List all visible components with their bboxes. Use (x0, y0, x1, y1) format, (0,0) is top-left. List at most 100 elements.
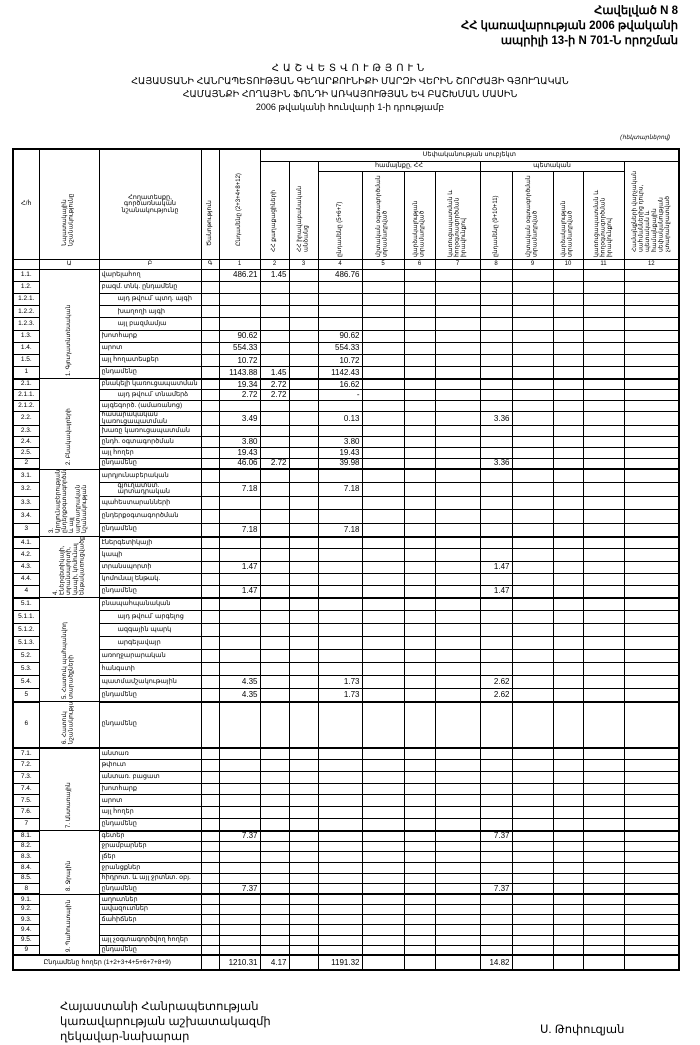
value-c3 (288, 354, 319, 368)
value-c11 (582, 893, 625, 906)
group-label-text: 8. Ջրային (65, 861, 72, 892)
total-c1: 1210.31 (218, 954, 261, 971)
value-c11 (582, 675, 625, 690)
value-c11 (582, 425, 625, 437)
table-row: 3.3. պահեստարանների (12, 495, 680, 511)
value-c9 (511, 818, 554, 832)
value-c9 (511, 425, 554, 437)
value-c7 (434, 560, 481, 574)
value-c5 (361, 457, 405, 471)
table-row: 1.2.1. այդ թվում՝ պտղ. այգի (12, 292, 680, 307)
value-c12 (623, 818, 680, 832)
value-c1 (218, 758, 261, 772)
value-c7 (434, 649, 481, 664)
value-c7 (434, 468, 481, 483)
value-c9 (511, 893, 554, 906)
row-number: 5.1. (12, 597, 40, 612)
value-c10 (552, 548, 584, 562)
value-c9 (511, 701, 554, 749)
value-c5 (361, 872, 405, 885)
note-cell (200, 457, 220, 471)
land-type-name: պահեստարանների (98, 495, 202, 511)
value-c4 (317, 400, 363, 413)
table-row: 8.1. 8. Ջրային գետեր 7.37 7.37 (12, 830, 680, 895)
value-c9 (511, 435, 554, 448)
total-c9 (511, 954, 554, 971)
value-c5 (361, 280, 405, 294)
land-type-name: ընդամենը (98, 366, 202, 380)
value-c8 (479, 747, 513, 760)
value-c10 (552, 782, 584, 796)
value-c11 (582, 914, 625, 926)
header-purpose: Նպատակային նշանակությունը (38, 148, 100, 260)
appendix-note: Հավելված N 8 ՀՀ կառավարության 2006 թվակա… (461, 4, 678, 49)
value-c4 (317, 623, 363, 638)
value-c1 (218, 400, 261, 413)
value-c9 (511, 389, 554, 402)
value-c5 (361, 934, 405, 946)
row-number: 8.2. (12, 840, 40, 853)
header-c7: կառուցապատման և հողօգտագործման իրավունքո… (434, 170, 481, 260)
value-c8 (479, 509, 513, 524)
value-c2 (259, 904, 290, 916)
value-c2 (259, 481, 290, 497)
note-cell (200, 662, 220, 677)
value-c1: 19.43 (218, 446, 261, 459)
value-c1 (218, 468, 261, 483)
header-c6: վարձակալության տրամադրված (403, 170, 436, 260)
value-c12 (623, 623, 680, 638)
value-c9 (511, 341, 554, 356)
value-c8 (479, 366, 513, 380)
value-c3 (288, 758, 319, 772)
report-heading: ՀԱՇՎԵՏՎՈՒԹՅՈՒՆ (271, 63, 429, 74)
value-c12 (623, 662, 680, 677)
value-c3 (288, 457, 319, 471)
land-type-name: խաղողի այգի (98, 305, 202, 319)
row-number: 7.2. (12, 758, 40, 772)
value-c6 (403, 893, 436, 906)
value-c5 (361, 818, 405, 832)
value-c1 (218, 806, 261, 820)
value-c6 (403, 280, 436, 294)
row-number: 5 (12, 688, 40, 703)
land-type-name: այդ թվում՝ պտղ. այգի (98, 292, 202, 307)
value-c4: 10.72 (317, 354, 363, 368)
value-c5 (361, 435, 405, 448)
total-c6 (403, 954, 436, 971)
row-number: 5.3. (12, 662, 40, 677)
value-c2 (259, 468, 290, 483)
value-c12 (623, 893, 680, 906)
row-number: 5.1.3. (12, 636, 40, 651)
note-cell (200, 292, 220, 307)
value-c10 (552, 317, 584, 331)
value-c10 (552, 536, 584, 550)
value-c3 (288, 701, 319, 749)
row-number: 2 (12, 457, 40, 471)
value-c9 (511, 610, 554, 625)
value-c4 (317, 317, 363, 331)
value-c1 (218, 495, 261, 511)
value-c12 (623, 378, 680, 391)
value-c6 (403, 446, 436, 459)
value-c4 (317, 883, 363, 896)
land-type-name (98, 924, 202, 936)
value-c2 (259, 883, 290, 896)
land-type-name: տրանսպորտի (98, 560, 202, 574)
value-c11 (582, 389, 625, 402)
note-cell (200, 893, 220, 906)
unit-label: (հեկտարներով) (620, 135, 670, 141)
value-c8 (479, 317, 513, 331)
value-c10 (552, 636, 584, 651)
header-note: Ծանոթություն (200, 148, 220, 260)
value-c7 (434, 268, 481, 282)
value-c2 (259, 623, 290, 638)
land-type-name: ընդամենը (98, 883, 202, 896)
value-c10 (552, 509, 584, 524)
value-c3 (288, 400, 319, 413)
value-c9 (511, 688, 554, 703)
value-c9 (511, 584, 554, 599)
value-c12 (623, 758, 680, 772)
value-c4: 3.80 (317, 435, 363, 448)
value-c4 (317, 872, 363, 885)
table-row: 2.5. այլ հողեր 19.43 19.43 (12, 446, 680, 459)
